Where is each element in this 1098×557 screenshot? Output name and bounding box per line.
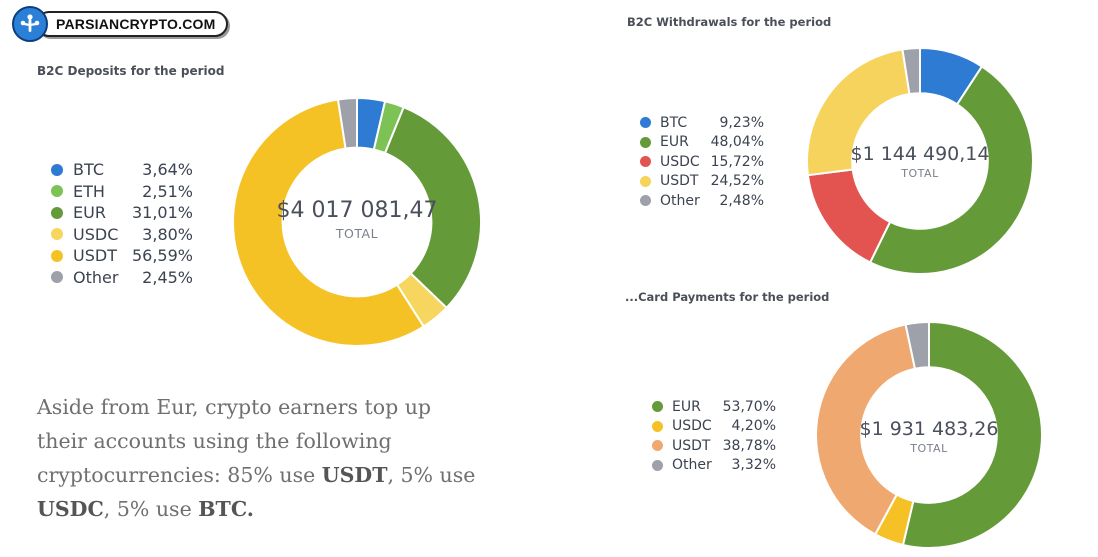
withdrawals-total: $1 144 490,14 TOTAL	[806, 143, 1034, 180]
slice-other	[901, 47, 921, 96]
legend-label-eth: ETH	[73, 181, 105, 201]
slice-eur	[868, 65, 1034, 275]
legend-label-usdc: USDC	[672, 418, 712, 435]
legend-swatch-other	[652, 459, 663, 471]
legend-item-btc: BTC 3,64%	[51, 159, 193, 181]
legend-swatch-usdc	[51, 228, 63, 241]
legend-value-usdt: 24,52%	[710, 173, 764, 190]
legend-swatch-usdt	[51, 249, 63, 262]
legend-label-eur: EUR	[660, 134, 689, 151]
slice-eur	[383, 105, 482, 310]
legend-item-eur: EUR 53,70%	[652, 397, 776, 417]
withdrawals-total-label: TOTAL	[901, 167, 939, 180]
legend-swatch-btc	[640, 117, 651, 129]
legend-item-other: Other 2,48%	[640, 191, 764, 211]
card-payments-title: ...Card Payments for the period	[625, 290, 830, 304]
summary-text-2: , 5% use	[387, 463, 476, 487]
legend-value-usdt: 38,78%	[722, 437, 776, 454]
legend-item-usdt: USDT 38,78%	[652, 436, 776, 456]
legend-value-usdt: 56,59%	[131, 246, 193, 266]
legend-item-usdt: USDT 24,52%	[640, 172, 764, 192]
legend-swatch-eth	[51, 185, 63, 198]
legend-value-usdc: 4,20%	[731, 418, 776, 435]
legend-label-usdc: USDC	[73, 224, 119, 244]
legend-item-usdc: USDC 15,72%	[640, 152, 764, 172]
summary-paragraph: Aside from Eur, crypto earners top up th…	[37, 390, 477, 526]
summary-usdc: USDC	[37, 497, 104, 521]
card-payments-total-label: TOTAL	[910, 442, 948, 455]
slice-other	[904, 321, 930, 370]
legend-value-other: 2,45%	[142, 267, 193, 287]
legend-label-usdc: USDC	[660, 153, 700, 170]
legend-label-btc: BTC	[660, 114, 688, 131]
withdrawals-donut-chart	[806, 47, 1034, 275]
legend-swatch-other	[51, 271, 63, 284]
legend-label-eur: EUR	[73, 203, 106, 223]
card-payments-total: $1 931 483,26 TOTAL	[815, 418, 1043, 455]
legend-item-usdc: USDC 3,80%	[51, 224, 193, 246]
legend-value-eur: 31,01%	[131, 203, 193, 223]
legend-label-usdt: USDT	[672, 437, 711, 454]
legend-item-eur: EUR 48,04%	[640, 133, 764, 153]
withdrawals-title: B2C Withdrawals for the period	[627, 15, 832, 29]
withdrawals-total-value: $1 144 490,14	[850, 143, 990, 165]
legend-swatch-usdt	[640, 175, 651, 187]
legend-label-btc: BTC	[73, 160, 104, 180]
summary-text-3: , 5% use	[103, 497, 199, 521]
legend-swatch-other	[640, 195, 651, 207]
legend-item-other: Other 3,32%	[652, 456, 776, 476]
legend-swatch-eur	[51, 206, 63, 219]
card-payments-donut-chart	[815, 321, 1043, 549]
legend-label-usdt: USDT	[73, 246, 117, 266]
logo-text: PARSIANCRYPTO.COM	[36, 11, 228, 37]
legend-item-eth: ETH 2,51%	[51, 181, 193, 203]
slice-usdt	[815, 323, 917, 536]
network-tree-icon	[12, 6, 48, 42]
legend-item-usdc: USDC 4,20%	[652, 417, 776, 437]
slice-other	[336, 97, 358, 150]
site-logo: PARSIANCRYPTO.COM	[12, 6, 228, 42]
legend-label-other: Other	[660, 192, 700, 209]
legend-item-other: Other 2,45%	[51, 267, 193, 289]
deposits-total-label: TOTAL	[335, 226, 379, 241]
deposits-title: B2C Deposits for the period	[37, 64, 225, 78]
card-payments-legend: EUR 53,70% USDC 4,20% USDT 38,78% Other 3,32%	[652, 397, 776, 475]
legend-swatch-eur	[640, 136, 651, 148]
summary-btc: BTC.	[198, 497, 254, 521]
legend-value-btc: 3,64%	[142, 160, 193, 180]
withdrawals-legend: BTC 9,23% EUR 48,04% USDC 15,72% USDT 24,52% Oth…	[640, 113, 764, 211]
legend-value-usdc: 15,72%	[710, 153, 764, 170]
legend-label-usdt: USDT	[660, 173, 699, 190]
deposits-total-value: $4 017 081,47	[276, 198, 438, 223]
deposits-donut-chart	[232, 97, 482, 347]
legend-item-btc: BTC 9,23%	[640, 113, 764, 133]
legend-label-eur: EUR	[672, 398, 701, 415]
legend-swatch-btc	[51, 163, 63, 176]
slice-usdt	[232, 98, 426, 347]
summary-usdt: USDT	[321, 463, 388, 487]
legend-value-usdc: 3,80%	[142, 224, 193, 244]
legend-value-other: 3,32%	[731, 457, 776, 474]
deposits-legend: BTC 3,64% ETH 2,51% EUR 31,01% USDC 3,80% USDT 56…	[51, 159, 193, 288]
legend-swatch-usdt	[652, 440, 663, 452]
card-payments-total-value: $1 931 483,26	[859, 418, 999, 440]
legend-swatch-usdc	[652, 420, 663, 432]
legend-swatch-eur	[652, 401, 663, 413]
legend-value-other: 2,48%	[719, 192, 764, 209]
legend-label-other: Other	[672, 457, 712, 474]
legend-swatch-usdc	[640, 156, 651, 168]
legend-value-eur: 53,70%	[722, 398, 776, 415]
deposits-total: $4 017 081,47 TOTAL	[232, 198, 482, 241]
legend-value-btc: 9,23%	[719, 114, 764, 131]
summary-text-1: Aside from Eur, crypto earners top up th…	[37, 395, 432, 487]
legend-item-usdt: USDT 56,59%	[51, 245, 193, 267]
legend-label-other: Other	[73, 267, 119, 287]
slice-eur	[901, 321, 1043, 549]
legend-value-eth: 2,51%	[142, 181, 193, 201]
slice-usdc	[806, 168, 892, 264]
legend-item-eur: EUR 31,01%	[51, 202, 193, 224]
legend-value-eur: 48,04%	[710, 134, 764, 151]
